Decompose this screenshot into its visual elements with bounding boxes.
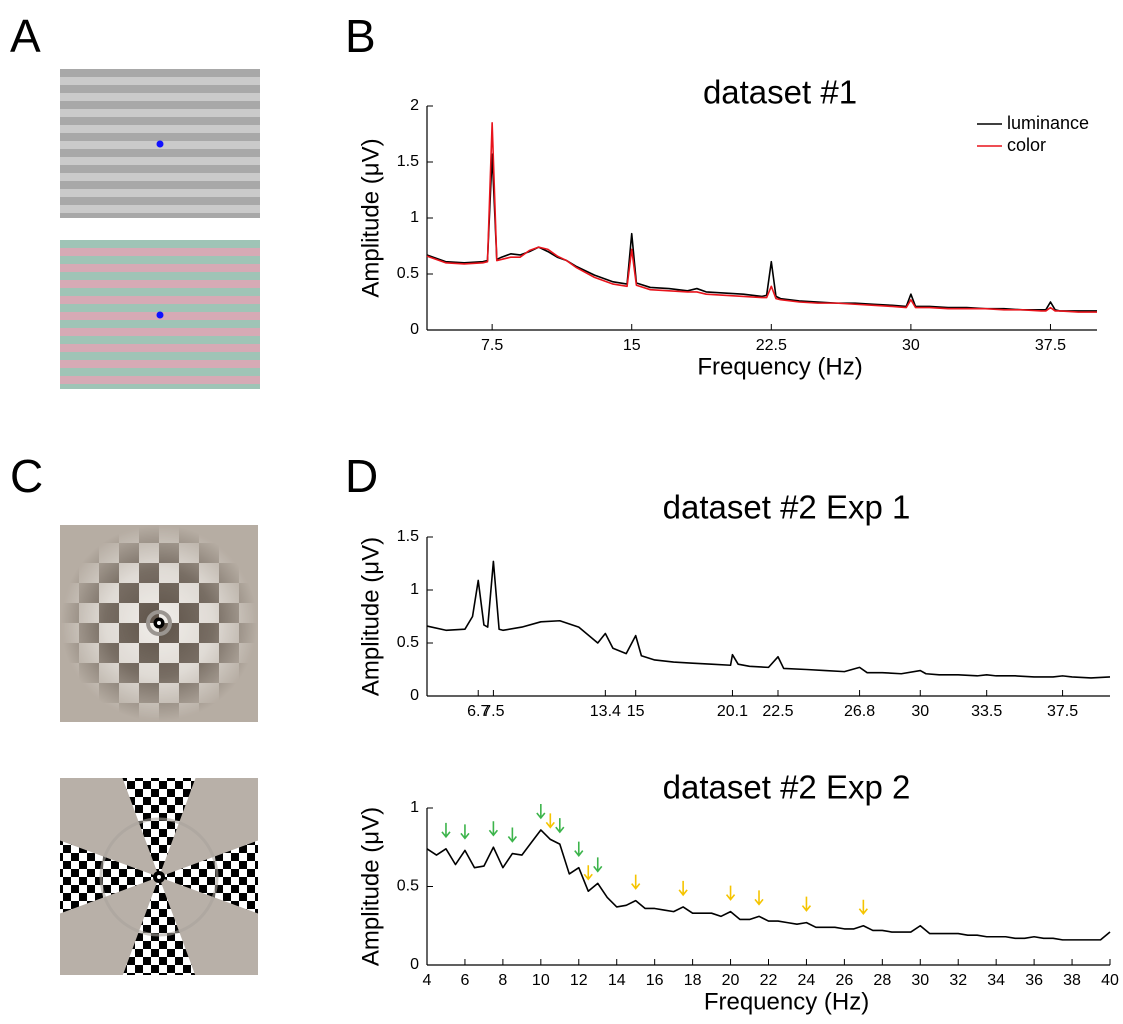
y-tick-label: 1: [410, 799, 419, 816]
x-tick-label: 24: [798, 972, 816, 989]
x-tick-label: 30: [911, 703, 929, 720]
arrow-marker: [583, 865, 593, 881]
arrow-marker: [858, 899, 868, 916]
wedge-stimulus: [60, 778, 258, 975]
x-tick-label: 6.7: [467, 703, 489, 720]
x-tick-label: 40: [1101, 972, 1119, 989]
arrow-marker: [725, 885, 736, 901]
fixation-dot: [156, 311, 164, 319]
y-axis-label: Amplitude (μV): [357, 138, 384, 297]
y-tick-label: 0: [410, 321, 419, 338]
x-tick-label: 16: [646, 972, 664, 989]
arrow-marker: [574, 841, 584, 857]
series-line: [426, 829, 1111, 941]
x-tick-label: 32: [949, 972, 967, 989]
arrow-marker: [441, 822, 451, 839]
x-axis-label: Frequency (Hz): [704, 988, 869, 1015]
x-tick-label: 28: [873, 972, 891, 989]
x-tick-label: 7.5: [481, 337, 503, 354]
x-tick-label: 30: [902, 337, 920, 354]
y-tick-label: 0: [410, 687, 419, 704]
x-tick-label: 8: [498, 972, 507, 989]
arrow-marker: [631, 874, 641, 890]
x-tick-label: 37.5: [1047, 703, 1078, 720]
arrow-marker: [593, 857, 603, 873]
panel-label: A: [10, 10, 41, 62]
x-tick-label: 10: [532, 972, 550, 989]
y-tick-label: 2: [410, 97, 419, 114]
x-tick-label: 22: [760, 972, 778, 989]
y-axis-label: Amplitude (μV): [357, 807, 384, 966]
x-tick-label: 26: [835, 972, 853, 989]
y-tick-label: 0.5: [397, 634, 419, 651]
series-line: [426, 153, 1097, 312]
x-tick-label: 26.8: [844, 703, 875, 720]
y-tick-label: 1: [410, 581, 419, 598]
arrow-marker: [460, 824, 470, 840]
arrow-marker: [555, 818, 565, 834]
chart-title: dataset #1: [703, 74, 857, 111]
panel-label: C: [10, 450, 43, 502]
x-tick-label: 22.5: [756, 337, 787, 354]
arrow-marker: [536, 803, 546, 820]
x-tick-label: 33.5: [971, 703, 1002, 720]
panel-label: D: [345, 450, 378, 502]
x-tick-label: 30: [911, 972, 929, 989]
x-tick-label: 15: [627, 703, 645, 720]
x-axis-label: Frequency (Hz): [697, 353, 862, 380]
x-tick-label: 7.5: [482, 703, 504, 720]
y-tick-label: 1.5: [397, 153, 419, 170]
x-tick-label: 34: [987, 972, 1005, 989]
y-tick-label: 1: [410, 209, 419, 226]
arrow-marker: [488, 821, 499, 837]
x-tick-label: 20: [722, 972, 740, 989]
x-tick-label: 20.1: [717, 703, 748, 720]
panel-label: B: [345, 10, 376, 62]
arrow-marker: [678, 880, 688, 897]
arrow-marker: [754, 890, 764, 906]
series-line: [426, 560, 1111, 679]
y-tick-label: 0.5: [397, 878, 419, 895]
x-tick-label: 18: [684, 972, 702, 989]
fixation-dot: [156, 140, 164, 148]
checkerboard-stimulus: [60, 525, 258, 722]
y-tick-label: 0.5: [397, 265, 419, 282]
arrow-marker: [801, 896, 812, 912]
x-tick-label: 15: [623, 337, 641, 354]
x-tick-label: 36: [1025, 972, 1043, 989]
chart-title: dataset #2 Exp 2: [663, 769, 911, 806]
y-axis-label: Amplitude (μV): [357, 537, 384, 696]
legend-label: color: [1007, 135, 1046, 155]
x-tick-label: 38: [1063, 972, 1081, 989]
x-tick-label: 6: [460, 972, 469, 989]
x-tick-label: 4: [423, 972, 432, 989]
x-tick-label: 37.5: [1035, 337, 1066, 354]
y-tick-label: 0: [410, 956, 419, 973]
y-tick-label: 1.5: [397, 528, 419, 545]
arrow-marker: [507, 827, 517, 843]
legend-label: luminance: [1007, 113, 1089, 133]
arrow-marker: [545, 813, 555, 829]
x-tick-label: 13.4: [590, 703, 621, 720]
x-tick-label: 22.5: [762, 703, 793, 720]
series-line: [426, 122, 1097, 313]
chart-title: dataset #2 Exp 1: [663, 489, 911, 526]
x-tick-label: 12: [570, 972, 588, 989]
x-tick-label: 14: [608, 972, 626, 989]
